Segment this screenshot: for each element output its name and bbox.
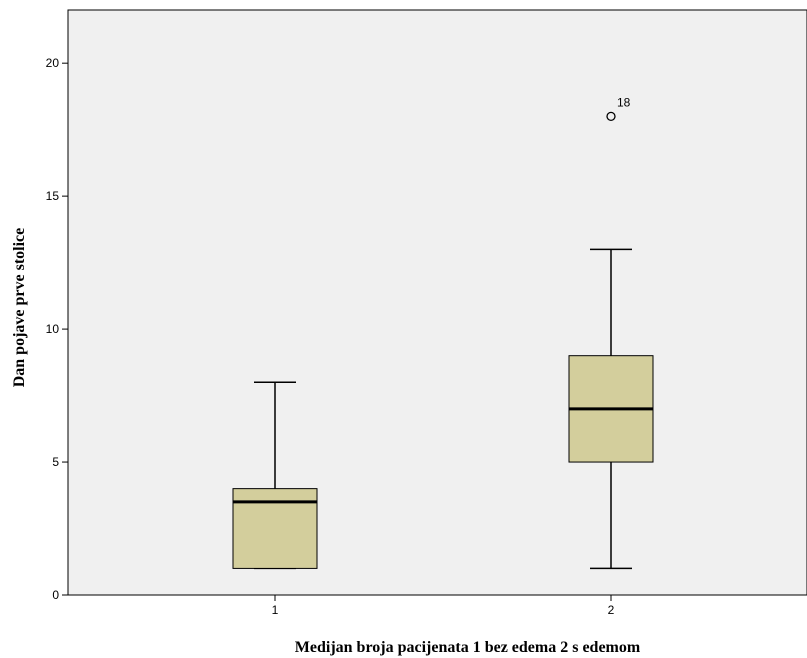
outlier-label: 18 (617, 95, 631, 109)
x-tick-label: 2 (608, 603, 615, 617)
outlier-point (606, 111, 616, 122)
box-group (232, 381, 318, 570)
y-axis: 0 5 10 15 20 (46, 10, 69, 602)
y-tick-label: 10 (46, 322, 60, 336)
plot-area (67, 9, 807, 596)
y-axis-title: Dan pojave prve stolice (11, 228, 28, 388)
y-tick-label: 5 (52, 455, 59, 469)
box-group: 18 (568, 95, 654, 570)
y-tick-label: 15 (46, 189, 60, 203)
x-tick-label: 1 (272, 603, 279, 617)
y-tick-label: 0 (52, 588, 59, 602)
x-axis-title: Medijan broja pacijenata 1 bez edema 2 s… (295, 639, 641, 656)
y-tick-label: 20 (46, 56, 60, 70)
boxes: 18 (232, 95, 654, 570)
